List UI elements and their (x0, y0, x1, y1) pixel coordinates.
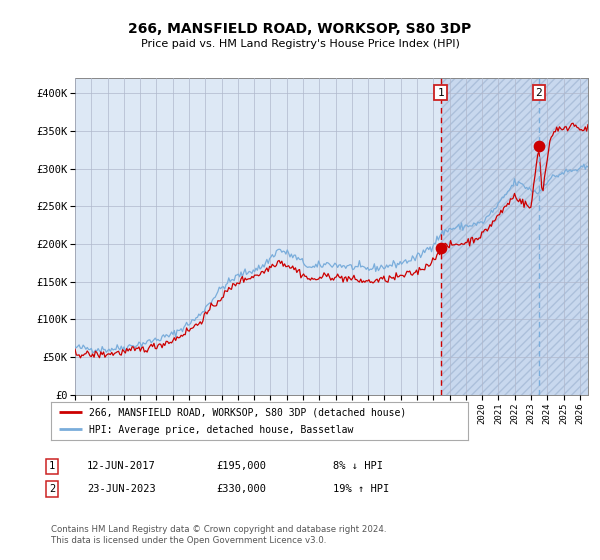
Text: Price paid vs. HM Land Registry's House Price Index (HPI): Price paid vs. HM Land Registry's House … (140, 39, 460, 49)
Bar (440, 78, 588, 395)
Text: HPI: Average price, detached house, Bassetlaw: HPI: Average price, detached house, Bass… (89, 424, 353, 435)
Text: £195,000: £195,000 (216, 461, 266, 472)
Text: 266, MANSFIELD ROAD, WORKSOP, S80 3DP: 266, MANSFIELD ROAD, WORKSOP, S80 3DP (128, 22, 472, 36)
Text: 19% ↑ HPI: 19% ↑ HPI (333, 484, 389, 494)
Text: 12-JUN-2017: 12-JUN-2017 (87, 461, 156, 472)
Text: Contains HM Land Registry data © Crown copyright and database right 2024.
This d: Contains HM Land Registry data © Crown c… (51, 525, 386, 545)
Bar (440, 78, 588, 395)
Text: 23-JUN-2023: 23-JUN-2023 (87, 484, 156, 494)
Text: 8% ↓ HPI: 8% ↓ HPI (333, 461, 383, 472)
Point (534, 142, 544, 151)
Text: 1: 1 (437, 87, 444, 97)
Text: 266, MANSFIELD ROAD, WORKSOP, S80 3DP (detached house): 266, MANSFIELD ROAD, WORKSOP, S80 3DP (d… (89, 407, 406, 417)
Point (436, 244, 445, 253)
Text: 2: 2 (49, 484, 55, 494)
Text: £330,000: £330,000 (216, 484, 266, 494)
Text: 2: 2 (535, 87, 542, 97)
Text: 1: 1 (49, 461, 55, 472)
